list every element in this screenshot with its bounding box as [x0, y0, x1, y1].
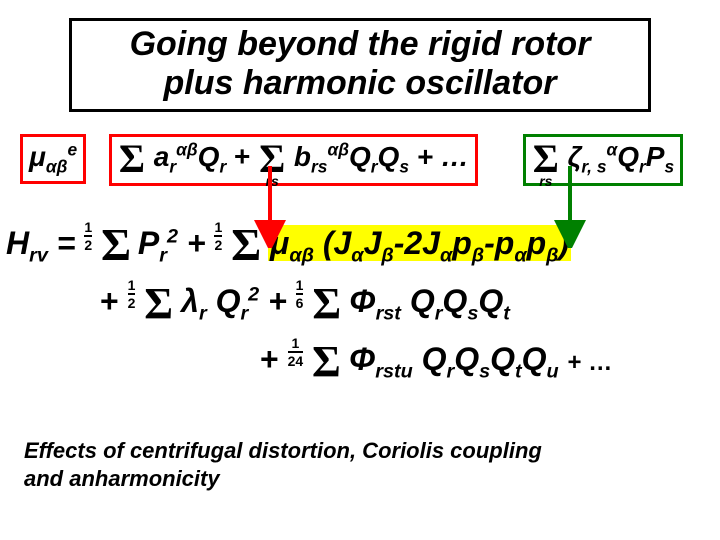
- sigma-icon-8: Σ: [312, 347, 340, 384]
- zeta-term: ζr, sαQrPs: [568, 141, 675, 172]
- hamiltonian-line-1: Hrv = 12 Σ Pr2 + 12 Σ μαβ (JαJβ-2Jαpβ-pα…: [6, 220, 720, 278]
- plus-1: +: [234, 141, 258, 172]
- plus-3: +: [260, 341, 279, 377]
- sigma-icon-2: Σrs: [258, 145, 286, 179]
- zeta-box: Σrs ζr, sαQrPs: [523, 134, 683, 185]
- sigma-icon-3: Σrs: [532, 145, 560, 179]
- kinetic-term: μαβ (JαJβ-2Jαpβ-pαpβ): [270, 225, 569, 261]
- hrv-lhs: Hrv =: [6, 225, 75, 261]
- hamiltonian-line-2: + 12 Σ λr Qr2 + 16 Σ Φrst QrQsQt: [100, 278, 720, 336]
- sigma-icon-7: Σ: [312, 289, 340, 326]
- pot-term-4: Φrstu QrQsQtQu: [349, 341, 559, 377]
- mu-expansion-line: μαβe Σ arαβQr + Σrs brsαβQrQs + … Σrs ζr…: [20, 134, 720, 192]
- pot-term-2: λr Qr2 +: [181, 283, 287, 319]
- frac-half-2: 12: [214, 220, 222, 252]
- plus-2: +: [100, 283, 119, 319]
- title-line-2: plus harmonic oscillator: [80, 64, 640, 103]
- sigma-icon-1: Σ: [118, 145, 146, 179]
- kin-momentum: Pr2 +: [138, 225, 206, 261]
- mu-lhs: μαβe: [29, 141, 77, 172]
- mu-alpha-beta-e-box: μαβe: [20, 134, 86, 184]
- title-line-1: Going beyond the rigid rotor: [80, 25, 640, 64]
- frac-half-3: 12: [128, 278, 136, 310]
- frac-sixth: 16: [296, 278, 304, 310]
- sigma-icon-6: Σ: [144, 289, 172, 326]
- caption-text: Effects of centrifugal distortion, Corio…: [24, 437, 584, 492]
- mu-expansion-box: Σ arαβQr + Σrs brsαβQrQs + …: [109, 134, 478, 185]
- frac-24th: 124: [288, 336, 304, 368]
- pot-term-3: Φrst QrQsQt: [349, 283, 510, 319]
- frac-half-1: 12: [84, 220, 92, 252]
- kinetic-highlight: μαβ (JαJβ-2Jαpβ-pαpβ): [268, 225, 571, 261]
- mu-term-b: brsαβQrQs + …: [294, 141, 469, 172]
- sigma-icon-4: Σ: [101, 229, 129, 268]
- mu-term-a: arαβQr: [154, 141, 226, 172]
- tail-dots: + …: [568, 349, 613, 376]
- title-box: Going beyond the rigid rotor plus harmon…: [69, 18, 651, 112]
- hamiltonian-line-3: + 124 Σ Φrstu QrQsQtQu + …: [260, 336, 720, 394]
- sigma-icon-5: Σ: [231, 229, 259, 268]
